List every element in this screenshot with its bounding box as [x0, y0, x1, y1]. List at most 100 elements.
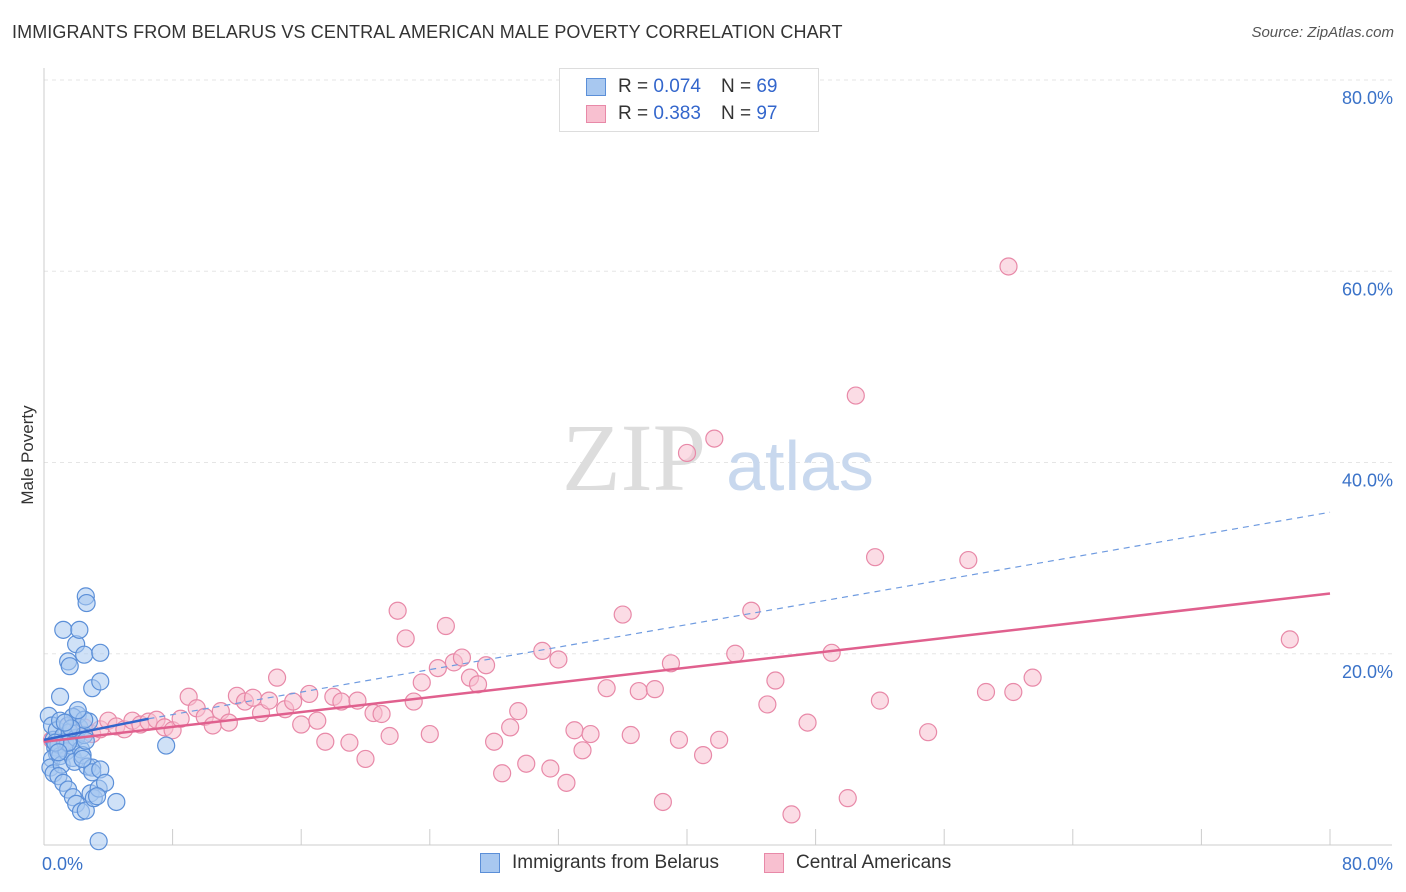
central-americans-point: [420, 724, 439, 744]
central-americans-point: [959, 550, 978, 570]
trend-lines: [43, 511, 1331, 743]
central-americans-point: [798, 713, 817, 732]
legend-r-value: 0.074: [653, 76, 701, 97]
belarus-point: [157, 736, 176, 755]
central-americans-point: [677, 443, 697, 463]
belarus-trend-line: [43, 717, 149, 742]
bottom-legend-swatch-blue: [480, 853, 500, 873]
tick-labels: 20.0% 40.0% 60.0% 80.0% 0.0% 80.0%: [42, 88, 1393, 874]
central-americans-point: [452, 648, 472, 667]
central-americans-point: [669, 730, 689, 749]
chart-title: IMMIGRANTS FROM BELARUS VS CENTRAL AMERI…: [12, 22, 843, 42]
x-tick-label-min: 0.0%: [42, 854, 83, 874]
central-americans-point: [726, 644, 745, 663]
central-americans-point: [284, 692, 303, 711]
central-americans-point: [171, 709, 190, 728]
central-americans-point: [581, 724, 600, 744]
legend-n-value: 97: [756, 103, 778, 124]
x-tick-label-max: 80.0%: [1342, 854, 1393, 874]
axes: [43, 68, 1392, 846]
central-americans-point: [404, 692, 423, 711]
legend-row-belarus: R = 0.074 N = 69: [586, 75, 777, 99]
central-americans-point: [300, 684, 319, 704]
legend-r-label: R =: [618, 103, 649, 124]
belarus-points: [39, 587, 176, 851]
bottom-legend-belarus: Immigrants from Belarus: [480, 852, 719, 874]
central-americans-point: [485, 732, 504, 751]
source-credit: Source: ZipAtlas.com: [1251, 24, 1394, 41]
y-tick-label: 20.0%: [1342, 662, 1393, 682]
y-tick-label: 60.0%: [1342, 279, 1393, 299]
central-americans-point: [509, 702, 528, 721]
central-americans-point: [999, 257, 1018, 276]
belarus-point: [50, 687, 70, 706]
central-americans-point: [549, 650, 568, 669]
central-americans-point: [645, 680, 664, 699]
central-americans-point: [705, 429, 724, 448]
belarus-point: [55, 713, 74, 732]
central-americans-point: [541, 759, 560, 778]
legend-n-label: N =: [720, 103, 752, 124]
central-americans-point: [557, 773, 576, 792]
central-americans-point: [782, 805, 801, 824]
central-americans-point: [742, 601, 761, 620]
legend-r-value: 0.383: [653, 103, 701, 124]
belarus-point: [77, 593, 96, 613]
central-americans-point: [919, 723, 938, 742]
belarus-point: [89, 832, 108, 851]
belarus-point: [95, 773, 115, 792]
central-americans-point: [428, 658, 447, 678]
central-americans-point: [710, 730, 729, 749]
watermark: ZIP atlas: [562, 404, 874, 511]
central-americans-point: [846, 386, 865, 405]
central-americans-point: [267, 668, 287, 687]
central-americans-point: [356, 749, 375, 769]
central-americans-point: [1023, 668, 1042, 687]
belarus-point: [73, 749, 92, 769]
central-americans-point: [396, 629, 415, 648]
legend-r-label: R =: [618, 76, 649, 97]
central-americans-point: [865, 548, 885, 567]
central-americans-point: [766, 671, 785, 690]
central-americans-point: [372, 704, 391, 724]
legend-n-label: N =: [720, 76, 752, 97]
central-americans-point: [758, 695, 777, 714]
belarus-point: [70, 620, 89, 639]
central-americans-point: [565, 721, 584, 740]
legend-n-value: 69: [756, 76, 778, 97]
central-americans-point: [219, 713, 238, 732]
belarus-trend-extension: [148, 511, 1331, 720]
central-americans-point: [388, 601, 407, 620]
belarus-point: [68, 701, 87, 720]
central-americans-point: [573, 741, 592, 760]
central-americans-point: [613, 605, 632, 624]
belarus-point: [91, 672, 110, 691]
y-tick-label: 40.0%: [1342, 471, 1393, 491]
legend: R = 0.074 N = 69 R = 0.383 N = 97: [559, 68, 819, 132]
legend-row-central-americans: R = 0.383 N = 97: [586, 102, 777, 126]
y-tick-label: 80.0%: [1342, 88, 1393, 108]
central-americans-point: [597, 679, 616, 698]
central-americans-points: [42, 257, 1299, 824]
central-americans-point: [976, 682, 996, 702]
central-americans-point: [661, 654, 681, 673]
gridlines: [44, 79, 1392, 655]
central-americans-point: [1004, 682, 1023, 702]
belarus-point: [49, 743, 68, 762]
central-americans-point: [259, 691, 279, 710]
belarus-point: [107, 792, 126, 812]
central-americans-point: [517, 754, 536, 773]
central-americans-point: [621, 725, 640, 745]
central-americans-point: [838, 789, 857, 808]
central-americans-point: [1280, 630, 1299, 649]
central-americans-point: [476, 656, 496, 675]
bottom-legend: Immigrants from Belarus Central American…: [0, 852, 1406, 878]
central-americans-point: [629, 681, 648, 701]
central-americans-point: [292, 715, 311, 734]
belarus-point: [75, 645, 94, 664]
central-americans-point: [412, 673, 431, 692]
belarus-point: [60, 657, 79, 676]
belarus-point: [91, 643, 110, 662]
central-americans-point: [340, 733, 359, 752]
